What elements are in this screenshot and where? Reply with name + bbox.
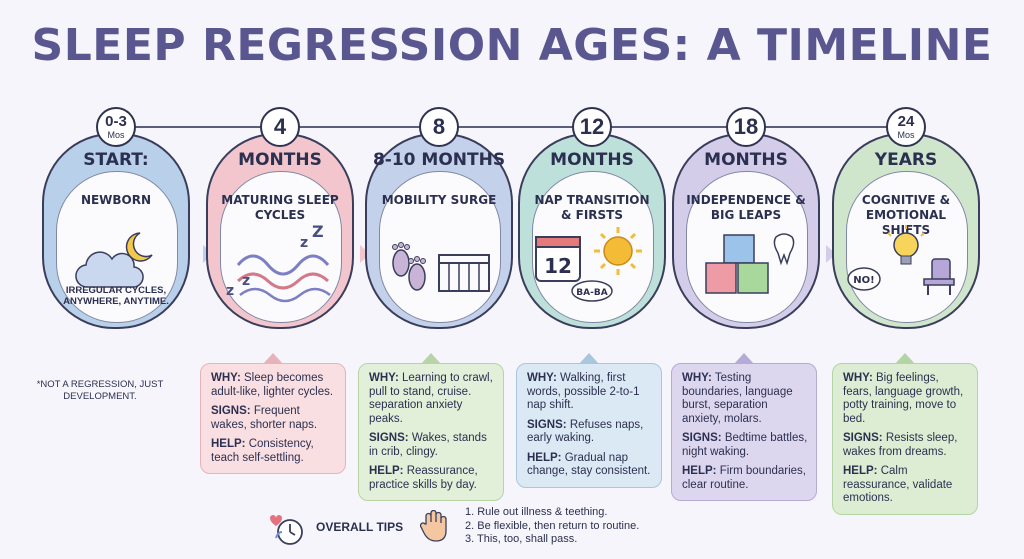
why-text: Big feelings, fears, language growth, po… — [843, 372, 964, 425]
why-text: Walking, first words, possible 2-to-1 na… — [527, 372, 640, 411]
help-text: Firm boundaries, clear routine. — [682, 465, 806, 491]
footprints-crib-icon — [392, 242, 490, 292]
tips-label: OVERALL TIPS — [316, 520, 404, 534]
help-text: Calm reassurance, validate emotions. — [843, 465, 953, 504]
calendar-date: 12 — [544, 254, 572, 278]
speech-bubble-text: BA-BA — [576, 288, 607, 298]
stage-name: INDEPENDENCE & BIG LEAPS — [686, 193, 806, 222]
signs-text: Refuses naps, early waking. — [527, 418, 644, 445]
tips-list: 1. Rule out illness & teething. 2. Be fl… — [465, 506, 715, 547]
age-badge: 12 — [572, 107, 612, 147]
why-text: Learning to crawl, pull to stand, cruise… — [369, 372, 493, 425]
detail-box-18-months: WHY: Testing boundaries, language burst,… — [671, 353, 817, 501]
stage-name: NAP TRANSITION & FIRSTS — [534, 193, 650, 222]
heart-clock-icon — [270, 515, 303, 545]
hand-icon — [420, 510, 447, 542]
tip-item: 3. This, too, shall pass. — [465, 533, 578, 545]
detail-box-24-months: WHY: Big feelings, fears, language growt… — [832, 353, 978, 515]
stage-bubble — [206, 133, 354, 329]
cloud-moon-icon — [75, 232, 153, 288]
stage-heading: MONTHS — [550, 150, 634, 170]
help-text: Gradual nap change, stay consistent. — [527, 451, 651, 478]
stage-24-months: 24 Mos YEARS COGNITIVE & EMOTIONAL SHIFT… — [826, 107, 986, 332]
tip-item: 1. Rule out illness & teething. — [465, 506, 608, 518]
help-text: Consistency, teach self-settling. — [211, 438, 314, 464]
age-badge: 24 Mos — [886, 107, 926, 147]
why-text: Sleep becomes adult-like, lighter cycles… — [211, 372, 334, 398]
stage-4-months: 4 MONTHS MATURING SLEEP CYCLES z z z Z — [200, 107, 360, 332]
age-badge: 4 — [260, 107, 300, 147]
stage-heading: YEARS — [874, 150, 938, 170]
footnote: *NOT A REGRESSION, JUST DEVELOPMENT. — [36, 379, 164, 402]
svg-text:z: z — [300, 235, 308, 251]
stage-bubble — [365, 133, 513, 329]
stage-heading: MONTHS — [238, 150, 322, 170]
age-badge: 8 — [419, 107, 459, 147]
stage-12-months: 12 MONTHS NAP TRANSITION & FIRSTS 12 BA-… — [512, 107, 672, 332]
detail-box-8-months: WHY: Learning to crawl, pull to stand, c… — [358, 353, 504, 501]
blocks-tooth-icon — [705, 233, 795, 294]
stage-heading: 8-10 MONTHS — [372, 150, 506, 170]
stage-heading: MONTHS — [704, 150, 788, 170]
flow-arrow — [826, 245, 836, 263]
why-text: Testing boundaries, language burst, sepa… — [682, 372, 793, 425]
bulb-chair-icon: NO! — [847, 225, 955, 295]
svg-text:z: z — [242, 273, 250, 289]
age-badge: 0-3 Mos — [96, 107, 136, 147]
signs-text: Resists sleep, wakes from dreams. — [843, 432, 958, 458]
stage-note: IRREGULAR CYCLES, ANYWHERE, ANYTIME. — [63, 285, 169, 307]
svg-text:Z: Z — [312, 225, 324, 241]
signs-text: Bedtime battles, night waking. — [682, 432, 808, 458]
svg-text:z: z — [226, 283, 234, 299]
help-text: Reassurance, practice skills by day. — [369, 465, 478, 491]
signs-text: Frequent wakes, shorter naps. — [211, 405, 318, 431]
stage-8-months: 8 8-10 MONTHS MOBILITY SURGE — [359, 107, 519, 332]
calendar-sun-icon: 12 BA-BA — [535, 227, 642, 302]
timeline-line — [115, 126, 895, 128]
tip-item: 2. Be flexible, then return to routine. — [465, 519, 640, 532]
stage-heading: START: — [83, 150, 149, 170]
zzz-waves-icon: z z z Z — [226, 225, 331, 303]
stage-bubble — [42, 133, 190, 329]
stage-name: MOBILITY SURGE — [381, 193, 497, 207]
signs-text: Wakes, stands in crib, clingy. — [369, 432, 487, 458]
stage-18-months: 18 MONTHS INDEPENDENCE & BIG LEAPS — [666, 107, 826, 332]
detail-box-4-months: WHY: Sleep becomes adult-like, lighter c… — [200, 353, 346, 474]
speech-bubble-text: NO! — [853, 275, 874, 286]
stage-bubble — [832, 133, 980, 329]
stage-name: MATURING SLEEP CYCLES — [221, 193, 339, 222]
stage-name: COGNITIVE & EMOTIONAL SHIFTS — [861, 193, 951, 237]
stage-newborn: 0-3 Mos START: NEWBORN IRREGULAR CYCLES,… — [36, 107, 196, 332]
page-title: SLEEP REGRESSION AGES: A TIMELINE — [31, 20, 993, 71]
stage-bubble — [518, 133, 666, 329]
age-badge: 18 — [726, 107, 766, 147]
stage-name: NEWBORN — [80, 193, 152, 207]
stage-bubble — [672, 133, 820, 329]
detail-box-12-months: WHY: Walking, first words, possible 2-to… — [516, 353, 662, 488]
